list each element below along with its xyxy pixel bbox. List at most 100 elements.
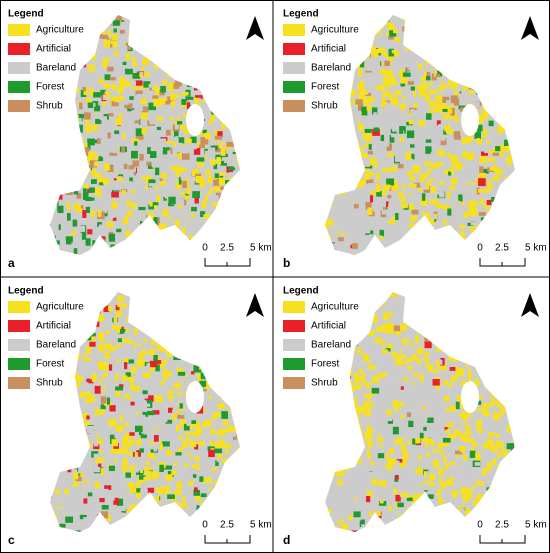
land-patch: [489, 488, 498, 495]
land-patch: [407, 532, 414, 539]
land-patch: [512, 353, 515, 362]
land-patch: [172, 372, 176, 377]
land-patch: [89, 431, 98, 439]
land-patch: [72, 219, 77, 227]
land-patch: [87, 295, 94, 299]
land-patch: [177, 392, 182, 399]
land-patch: [50, 218, 53, 223]
land-patch: [101, 380, 106, 386]
land-patch: [65, 225, 74, 234]
land-patch: [145, 225, 152, 234]
land-patch: [102, 94, 108, 101]
land-patch: [201, 332, 206, 341]
land-patch: [195, 320, 201, 326]
land-patch: [155, 189, 164, 195]
land-patch: [406, 94, 411, 100]
land-patch: [173, 130, 179, 138]
land-patch: [482, 351, 490, 357]
land-patch: [335, 132, 342, 136]
land-patch: [446, 422, 450, 427]
land-patch: [233, 124, 240, 129]
land-patch: [54, 166, 62, 173]
land-patch: [207, 61, 212, 70]
land-patch: [432, 23, 436, 30]
land-patch: [216, 329, 224, 338]
land-patch: [329, 133, 338, 140]
land-patch: [369, 491, 373, 498]
land-patch: [462, 73, 470, 81]
land-patch: [461, 143, 469, 150]
land-patch: [98, 224, 105, 231]
land-patch: [168, 60, 173, 65]
land-patch: [411, 229, 419, 233]
land-patch: [135, 520, 142, 527]
land-patch: [89, 332, 96, 337]
land-patch: [388, 231, 396, 239]
land-patch: [367, 150, 373, 155]
land-patch: [225, 443, 232, 449]
land-patch: [130, 190, 136, 195]
land-patch: [465, 178, 472, 183]
land-patch: [510, 120, 515, 125]
land-patch: [72, 432, 79, 437]
land-patch: [385, 454, 389, 459]
land-patch: [502, 482, 510, 487]
land-patch: [140, 98, 148, 104]
land-patch: [366, 514, 373, 520]
land-patch: [357, 157, 361, 166]
land-patch: [164, 533, 169, 537]
land-patch: [430, 215, 436, 220]
land-patch: [357, 356, 366, 360]
land-patch: [201, 87, 205, 94]
land-patch: [454, 134, 461, 140]
land-patch: [85, 119, 90, 126]
land-patch: [50, 252, 59, 255]
land-patch: [54, 126, 60, 135]
land-patch: [65, 330, 73, 339]
land-patch: [84, 17, 90, 25]
land-patch: [379, 131, 387, 136]
land-patch: [504, 533, 508, 540]
land-patch: [66, 354, 70, 362]
land-patch: [438, 30, 445, 35]
land-patch: [151, 527, 155, 532]
land-patch: [77, 430, 82, 438]
land-patch: [50, 139, 58, 146]
land-patch: [222, 78, 230, 83]
land-patch: [207, 55, 213, 64]
land-patch: [50, 235, 56, 244]
land-patch: [501, 373, 506, 380]
land-patch: [176, 15, 181, 21]
land-patch: [506, 203, 510, 208]
land-patch: [512, 510, 515, 518]
land-patch: [400, 463, 407, 467]
land-patch: [62, 16, 69, 24]
land-patch: [484, 352, 489, 358]
land-patch: [55, 476, 62, 483]
land-patch: [441, 167, 447, 171]
land-patch: [511, 20, 515, 29]
land-patch: [349, 210, 356, 215]
land-patch: [419, 177, 425, 182]
land-patch: [422, 28, 426, 36]
land-patch: [153, 299, 159, 304]
land-patch: [64, 191, 73, 195]
land-patch: [181, 380, 188, 387]
land-patch: [366, 489, 372, 496]
land-patch: [492, 152, 500, 156]
land-patch: [69, 128, 76, 134]
land-patch: [440, 199, 445, 205]
land-patch: [427, 312, 434, 317]
land-patch: [245, 92, 249, 97]
land-patch: [208, 121, 213, 125]
land-patch: [55, 35, 60, 42]
land-patch: [128, 103, 133, 110]
land-patch: [514, 493, 515, 499]
land-patch: [236, 422, 240, 428]
land-patch: [194, 196, 199, 204]
land-patch: [74, 516, 80, 522]
land-patch: [121, 184, 126, 190]
land-patch: [50, 454, 54, 459]
land-patch: [334, 457, 338, 462]
land-patch: [93, 310, 102, 314]
